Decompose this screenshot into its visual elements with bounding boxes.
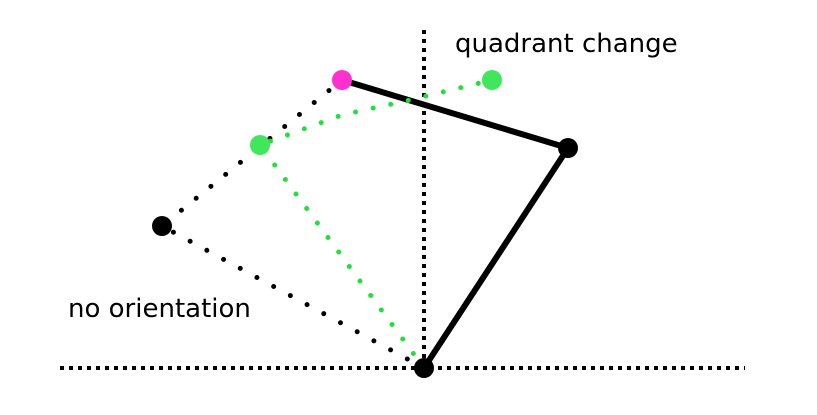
quadrant-change-dotted-path	[256, 77, 495, 371]
end-effector-marker	[332, 70, 352, 90]
quadrant-change-elbow-marker	[250, 135, 270, 155]
elbow-joint-marker	[558, 138, 578, 158]
origin-joint-marker	[414, 358, 434, 378]
quadrant-change-target-marker	[482, 70, 502, 90]
quadrant-change-label: quadrant change	[455, 29, 678, 59]
no-orientation-label: no orientation	[68, 294, 251, 324]
link-lower	[421, 145, 571, 371]
no-orientation-dotted-path	[157, 77, 427, 371]
link-upper	[339, 77, 571, 151]
no-orientation-elbow-marker	[152, 216, 172, 236]
